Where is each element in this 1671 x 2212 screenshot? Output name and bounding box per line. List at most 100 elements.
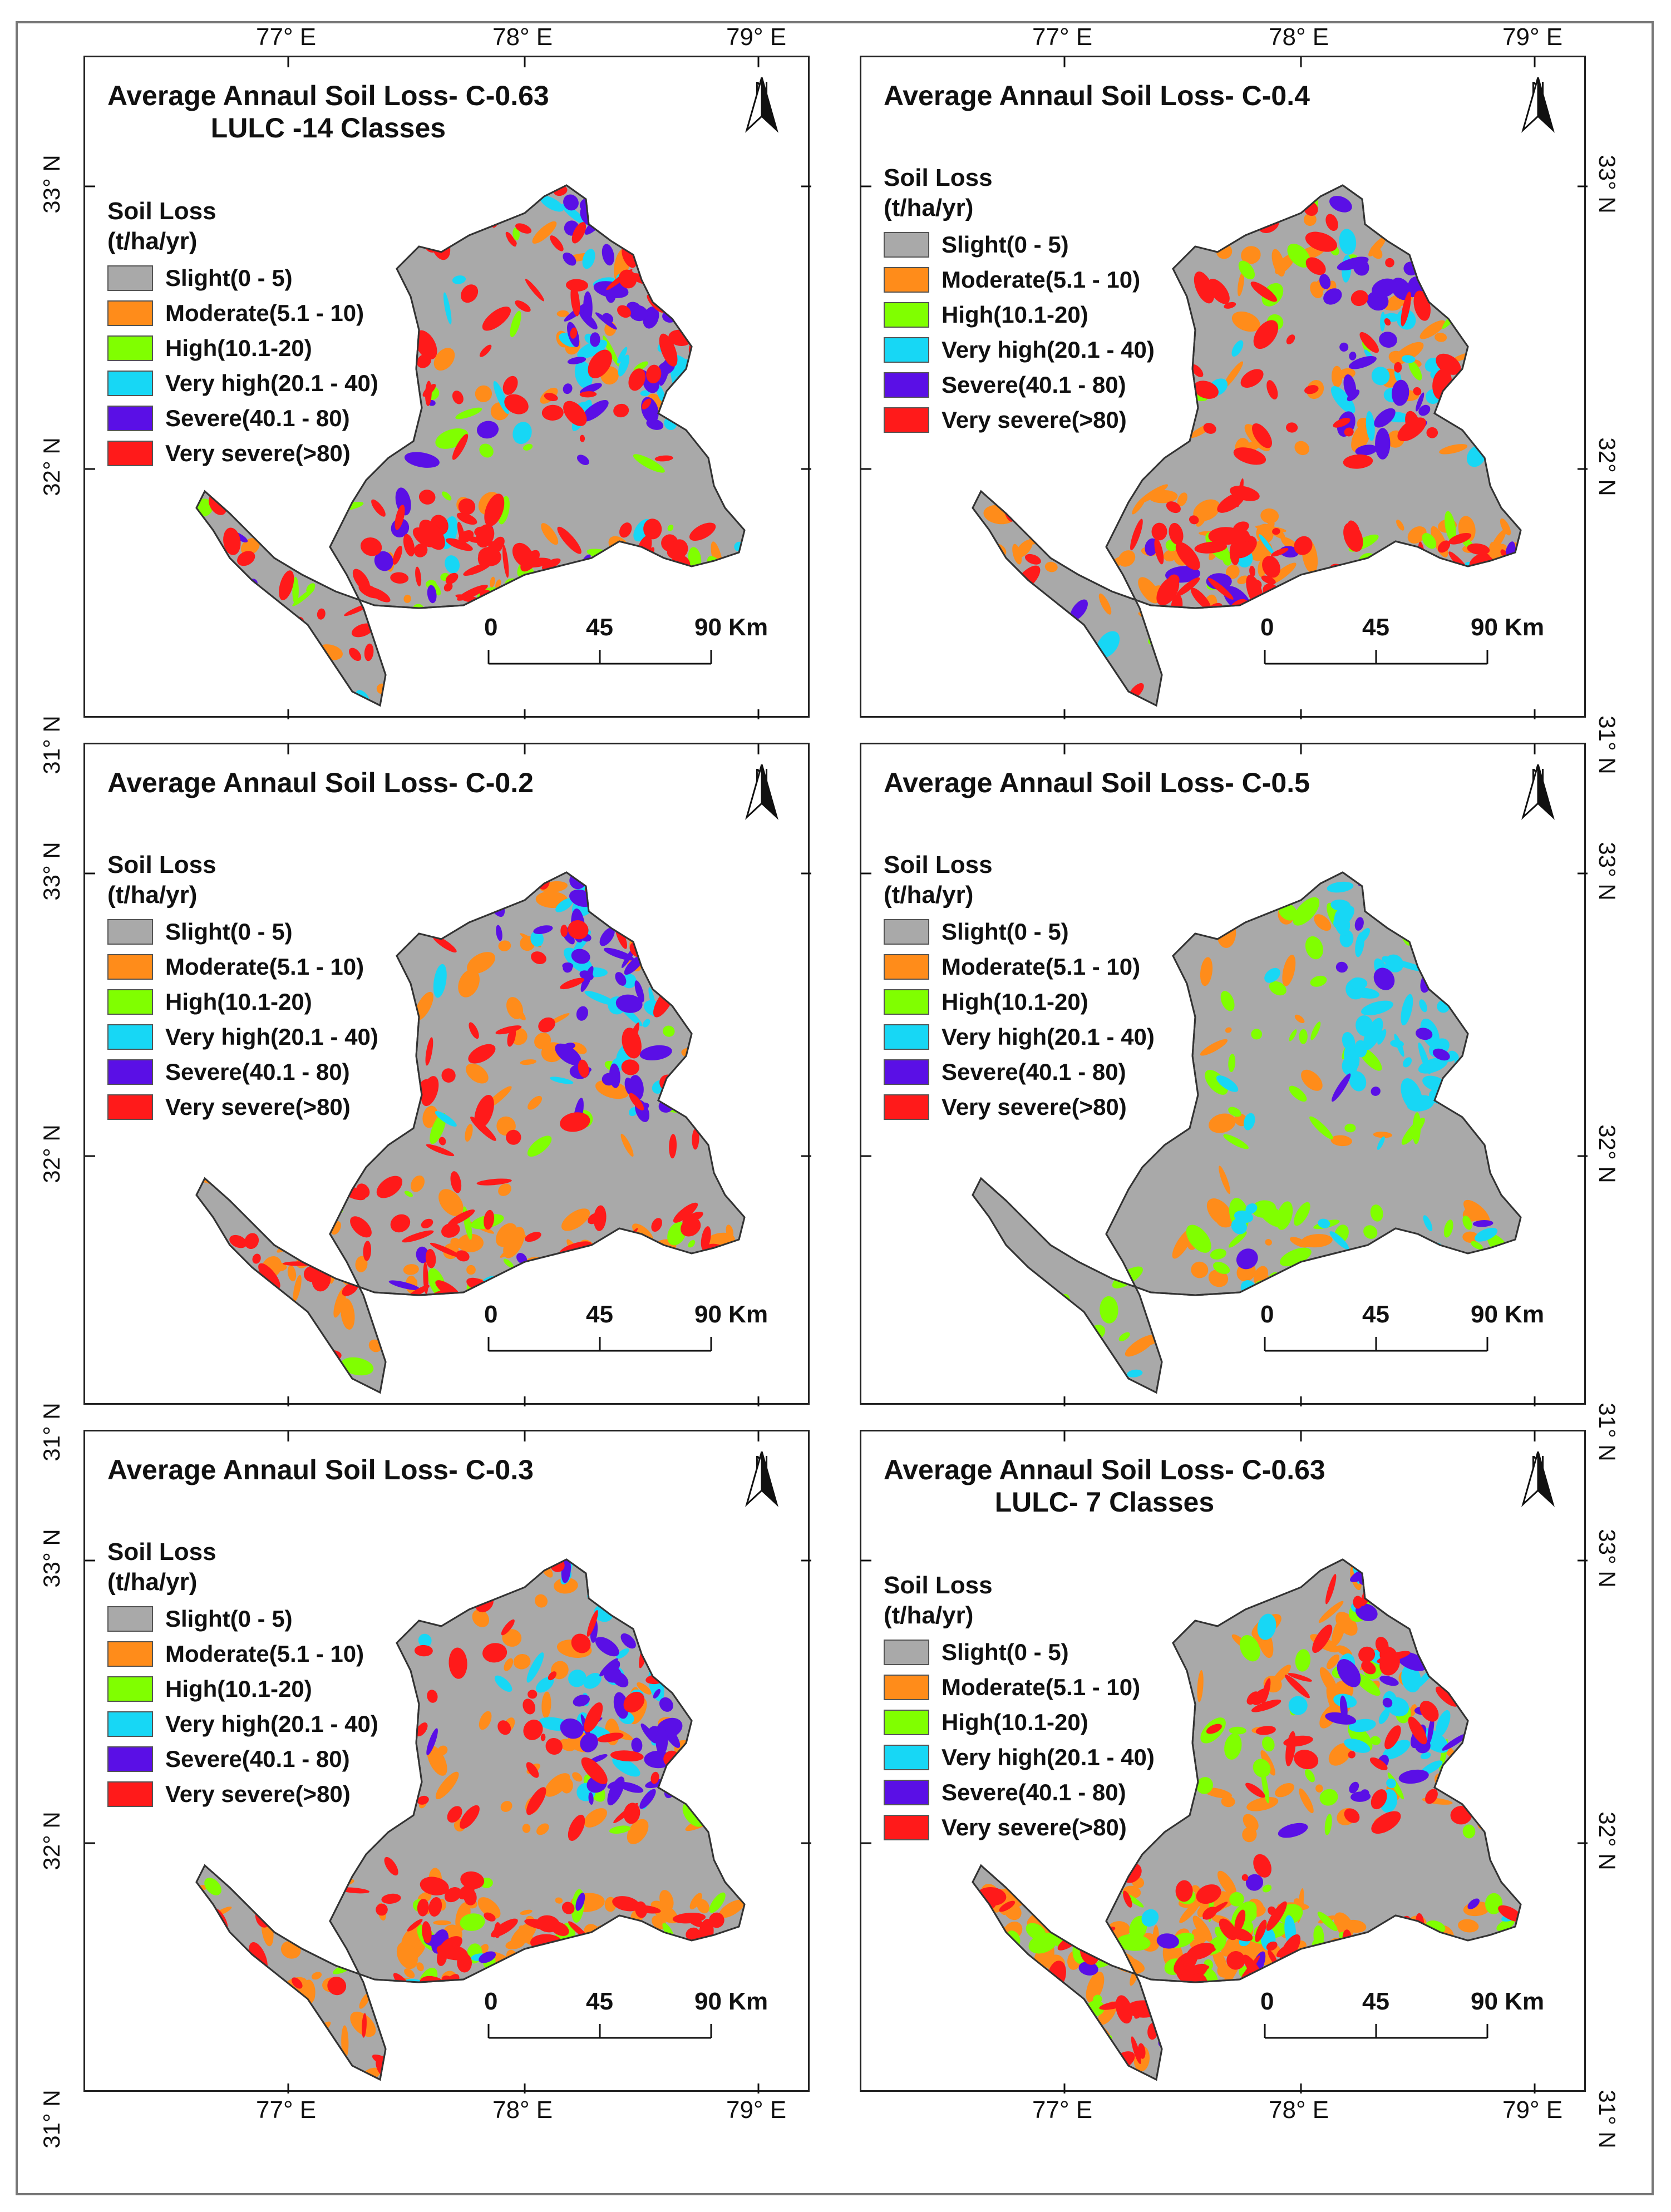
soil-loss-patch [603, 947, 634, 961]
legend-label: High(10.1-20) [165, 988, 312, 1015]
soil-loss-patch [293, 1275, 302, 1302]
soil-loss-patch [1318, 1601, 1344, 1623]
soil-loss-patch [396, 1942, 418, 1969]
legend-label: High(10.1-20) [942, 301, 1088, 328]
latitude-label: 31° N [1594, 715, 1620, 774]
soil-loss-patch [388, 1280, 420, 1291]
soil-loss-patch [613, 586, 630, 608]
soil-loss-patch [1437, 262, 1450, 273]
soil-loss-patch [718, 564, 731, 573]
legend-item: Very severe(>80) [107, 1089, 378, 1124]
soil-loss-patch [442, 1315, 471, 1337]
soil-loss-patch [1396, 186, 1419, 216]
legend-label: Very severe(>80) [165, 1780, 351, 1807]
soil-loss-patch [1125, 1335, 1156, 1357]
soil-loss-patch [675, 919, 688, 935]
soil-loss-patch [1214, 1927, 1227, 1942]
soil-loss-patch [589, 872, 599, 882]
soil-loss-patch [1353, 563, 1382, 585]
soil-loss-patch [1369, 1757, 1388, 1771]
soil-loss-patch [717, 1599, 724, 1605]
soil-loss-patch [1219, 1166, 1231, 1194]
soil-loss-patch [1197, 678, 1211, 705]
soil-loss-patch [1157, 616, 1176, 641]
soil-loss-patch [676, 289, 683, 307]
soil-loss-patch [364, 643, 374, 661]
soil-loss-patch [425, 214, 433, 248]
scale-bar-label: 90 Km [694, 614, 768, 641]
soil-loss-patch [989, 2024, 997, 2050]
map-canvas [861, 744, 1588, 1406]
soil-loss-patch [667, 1631, 686, 1641]
soil-loss-patch [1479, 431, 1508, 452]
soil-loss-patch [572, 1772, 583, 1782]
scale-bar [1264, 2024, 1488, 2039]
soil-loss-patch [1265, 1239, 1272, 1246]
soil-loss-patch [677, 1084, 683, 1108]
soil-loss-patch [718, 1675, 733, 1692]
soil-loss-patch [1409, 1704, 1417, 1717]
soil-loss-patch [696, 273, 710, 282]
soil-loss-patch [418, 490, 436, 505]
soil-loss-patch [279, 2053, 287, 2068]
soil-loss-patch [1224, 302, 1236, 309]
soil-loss-patch [1226, 1596, 1235, 1609]
soil-loss-patch [623, 1691, 645, 1713]
soil-loss-patch [1391, 903, 1417, 929]
soil-loss-patch [664, 1645, 684, 1665]
soil-loss-patch [1446, 1982, 1456, 1997]
legend-swatch [884, 1639, 929, 1665]
legend-swatch [884, 1059, 929, 1085]
soil-loss-patch [1363, 1018, 1383, 1050]
soil-loss-patch [420, 1877, 449, 1895]
soil-loss-patch [1272, 1973, 1289, 1986]
soil-loss-patch [619, 1559, 636, 1565]
soil-loss-patch [1266, 1901, 1287, 1931]
soil-loss-patch [1448, 532, 1472, 545]
soil-loss-patch [1440, 1276, 1460, 1305]
panel-title-line2: LULC -14 Classes [210, 112, 446, 144]
map-panel: Average Annaul Soil Loss- C-0.3 Soil Loss… [83, 1430, 811, 2094]
soil-loss-patch [1058, 2057, 1085, 2080]
soil-loss-patch [1401, 557, 1421, 570]
soil-loss-patch [710, 1126, 718, 1142]
soil-loss-patch [460, 1913, 485, 1931]
soil-loss-patch [973, 676, 983, 692]
soil-loss-patch [724, 1252, 742, 1275]
soil-loss-patch [458, 969, 480, 998]
soil-loss-patch [1423, 1215, 1433, 1231]
soil-loss-patch [229, 1235, 247, 1248]
soil-loss-patch [573, 1695, 590, 1707]
soil-loss-patch [1419, 1701, 1439, 1722]
soil-loss-patch [1264, 665, 1274, 689]
soil-loss-patch [1323, 288, 1342, 305]
soil-loss-patch [1303, 213, 1317, 226]
soil-loss-patch [554, 1577, 578, 1594]
soil-loss-patch [530, 185, 540, 192]
soil-loss-patch [632, 1976, 647, 1985]
soil-loss-patch [1427, 576, 1447, 610]
soil-loss-patch [1303, 1980, 1334, 1991]
soil-loss-patch [513, 1653, 531, 1670]
soil-loss-patch [1490, 325, 1506, 341]
soil-loss-patch [560, 925, 568, 937]
soil-loss-patch [718, 936, 729, 948]
soil-loss-patch [1419, 999, 1427, 1013]
soil-loss-patch [1264, 967, 1280, 983]
soil-loss-patch [430, 1242, 461, 1258]
soil-loss-patch [376, 1176, 403, 1198]
soil-loss-patch [458, 498, 476, 515]
legend-swatch [884, 231, 929, 258]
soil-loss-patch [668, 581, 698, 592]
soil-loss-patch [701, 348, 711, 358]
soil-loss-patch [561, 611, 583, 626]
soil-loss-patch [504, 394, 529, 414]
basin-outline [972, 871, 1522, 1394]
soil-loss-patch [1208, 527, 1243, 545]
soil-loss-patch [526, 1787, 546, 1815]
soil-loss-patch [1332, 1073, 1351, 1102]
soil-loss-patch [637, 1940, 665, 1956]
soil-loss-patch [1429, 872, 1447, 878]
soil-loss-patch [208, 1949, 218, 1964]
soil-loss-patch [672, 1258, 689, 1285]
